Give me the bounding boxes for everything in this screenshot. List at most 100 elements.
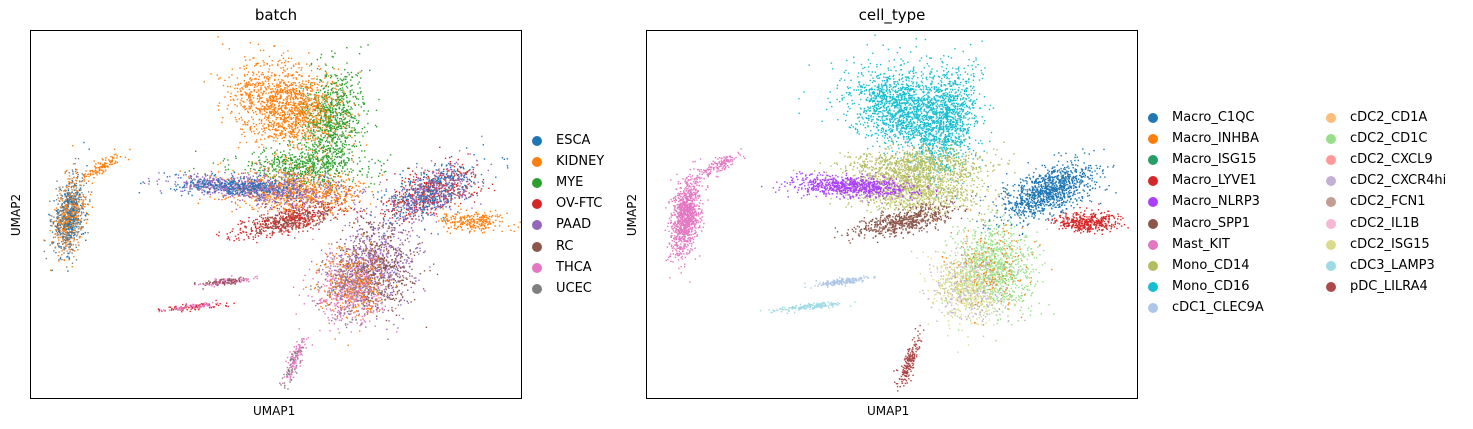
scatter-point xyxy=(323,120,325,122)
scatter-point xyxy=(256,163,258,165)
scatter-point xyxy=(285,162,287,165)
scatter-point xyxy=(282,52,285,54)
scatter-point xyxy=(343,118,345,121)
scatter-point xyxy=(364,132,366,134)
scatter-point xyxy=(335,99,337,101)
scatter-point xyxy=(305,80,307,82)
scatter-point xyxy=(256,200,258,202)
scatter-point xyxy=(344,112,346,115)
scatter-point xyxy=(299,200,301,202)
scatter-point xyxy=(277,155,279,158)
scatter-point xyxy=(285,190,288,192)
scatter-point xyxy=(298,155,301,157)
scatter-point xyxy=(276,194,279,197)
scatter-point xyxy=(289,149,291,151)
scatter-point xyxy=(299,189,301,192)
scatter-point xyxy=(240,99,242,102)
scatter-point xyxy=(326,187,328,189)
scatter-point xyxy=(304,112,307,114)
scatter-point xyxy=(288,121,290,123)
scatter-point xyxy=(316,126,319,128)
scatter-point xyxy=(272,194,275,196)
scatter-point xyxy=(247,177,249,180)
scatter-point xyxy=(344,110,346,112)
scatter-point xyxy=(317,197,320,199)
scatter-point xyxy=(327,191,329,193)
scatter-point xyxy=(314,164,316,167)
scatter-point xyxy=(332,115,334,118)
scatter-point xyxy=(294,181,296,183)
scatter-point xyxy=(291,128,293,130)
scatter-point xyxy=(308,98,310,101)
scatter-point xyxy=(277,158,280,161)
scatter-point xyxy=(246,84,248,87)
scatter-point xyxy=(301,132,303,135)
scatter-point xyxy=(317,99,320,102)
scatter-point xyxy=(322,119,324,121)
scatter-point xyxy=(279,203,281,206)
scatter-point xyxy=(314,143,316,145)
scatter-point xyxy=(173,188,176,191)
scatter-point xyxy=(310,174,312,176)
scatter-point xyxy=(316,202,319,205)
scatter-point xyxy=(232,180,234,182)
scatter-point xyxy=(258,169,260,172)
scatter-point xyxy=(250,192,253,194)
scatter-point xyxy=(300,94,302,97)
scatter-point xyxy=(295,102,297,104)
scatter-point xyxy=(332,108,334,110)
scatter-point xyxy=(267,120,270,122)
scatter-point xyxy=(290,198,292,201)
scatter-point xyxy=(275,118,277,121)
scatter-point xyxy=(256,195,258,197)
scatter-point xyxy=(283,193,285,195)
scatter-point xyxy=(295,197,297,200)
scatter-point xyxy=(298,109,301,111)
scatter-point xyxy=(302,206,304,209)
scatter-point xyxy=(284,191,287,194)
scatter-point xyxy=(286,180,288,183)
scatter-point xyxy=(279,85,282,88)
scatter-point xyxy=(305,104,308,106)
scatter-point xyxy=(243,176,245,178)
scatter-point xyxy=(294,120,297,123)
scatter-point xyxy=(301,97,304,100)
scatter-point xyxy=(267,170,269,173)
scatter-point xyxy=(269,135,271,137)
scatter-point xyxy=(188,177,190,180)
scatter-point xyxy=(270,183,272,186)
scatter-point xyxy=(160,192,163,194)
scatter-point xyxy=(258,207,260,209)
scatter-point xyxy=(295,97,298,99)
scatter-point xyxy=(357,83,359,85)
scatter-point xyxy=(186,183,188,185)
scatter-point xyxy=(344,193,347,195)
scatter-point xyxy=(321,174,323,176)
scatter-point xyxy=(343,152,345,155)
scatter-point xyxy=(185,182,187,185)
scatter-point xyxy=(320,138,322,141)
scatter-point xyxy=(260,166,262,168)
scatter-point xyxy=(350,131,352,133)
scatter-point xyxy=(358,157,360,159)
scatter-point xyxy=(315,194,318,196)
scatter-point xyxy=(309,90,312,92)
scatter-point xyxy=(320,114,322,117)
scatter-point xyxy=(329,115,331,117)
scatter-point xyxy=(300,184,302,186)
scatter-point xyxy=(255,64,257,66)
scatter-point xyxy=(313,122,315,124)
scatter-point xyxy=(298,221,300,224)
scatter-point xyxy=(302,99,304,101)
scatter-point xyxy=(321,204,323,206)
scatter-point xyxy=(285,187,287,189)
scatter-point xyxy=(275,92,278,94)
scatter-point xyxy=(291,197,293,200)
scatter-point xyxy=(319,143,321,146)
scatter-point xyxy=(291,175,293,177)
scatter-point xyxy=(326,109,328,112)
scatter-point xyxy=(276,137,279,140)
scatter-point xyxy=(337,198,339,200)
scatter-point xyxy=(283,139,285,142)
scatter-point xyxy=(255,191,257,193)
